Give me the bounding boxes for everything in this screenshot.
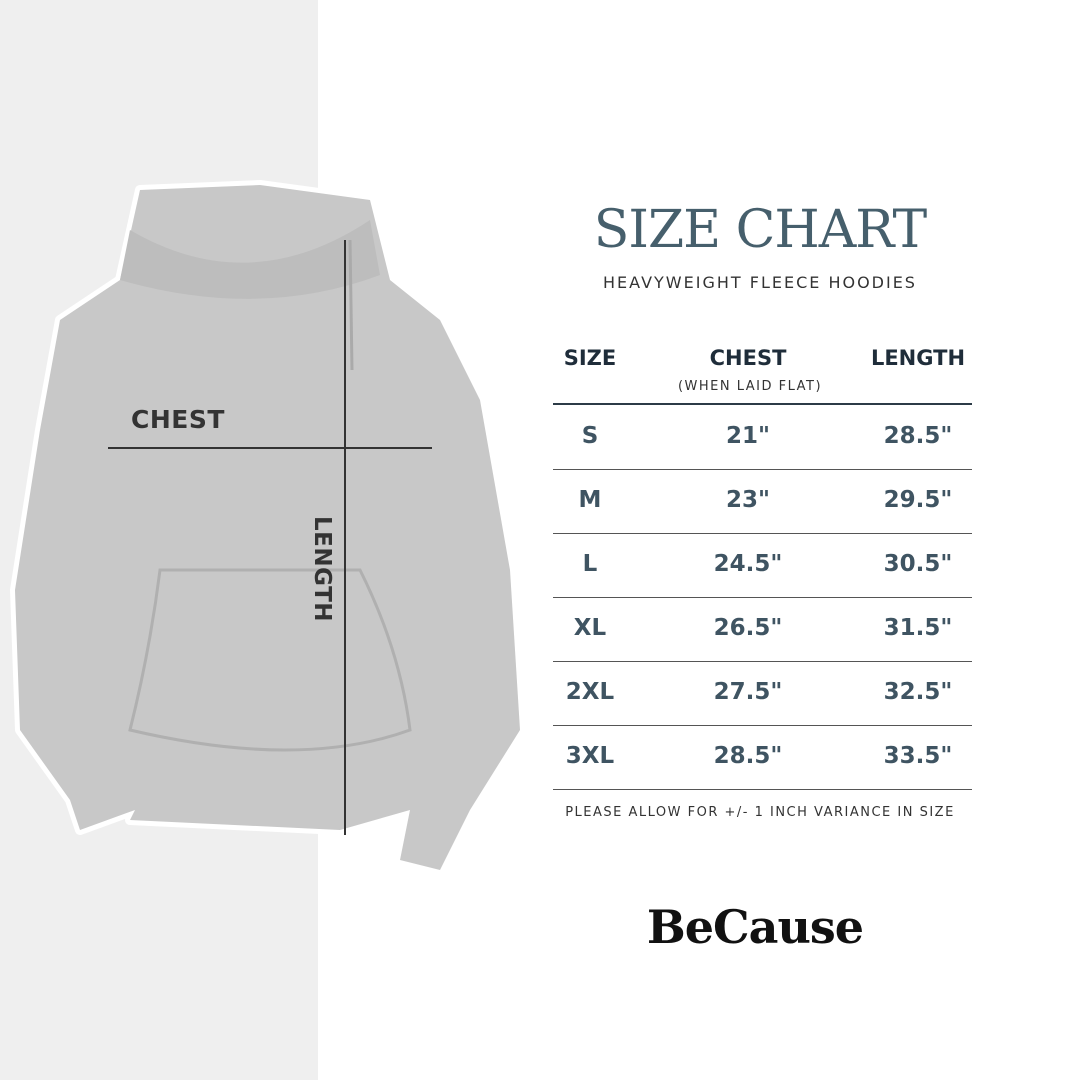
length-cell: 29.5": [883, 487, 953, 513]
size-cell: M: [578, 487, 602, 513]
length-cell: 31.5": [883, 615, 953, 641]
header-chest-subtitle: (WHEN LAID FLAT): [677, 379, 823, 394]
header-divider: [553, 403, 972, 405]
length-cell: 33.5": [883, 743, 953, 769]
chest-cell: 26.5": [713, 615, 783, 641]
length-measure-label: LENGTH: [309, 515, 335, 623]
size-cell: 2XL: [565, 679, 615, 705]
chest-measure-label: CHEST: [131, 405, 225, 434]
row-divider: [553, 725, 972, 726]
row-divider: [553, 533, 972, 534]
header-chest: CHEST: [709, 346, 787, 370]
header-length: LENGTH: [870, 346, 966, 370]
size-cell: S: [581, 423, 599, 449]
variance-note: PLEASE ALLOW FOR +/- 1 INCH VARIANCE IN …: [565, 805, 955, 820]
row-divider: [553, 661, 972, 662]
chest-cell: 23": [726, 487, 770, 513]
row-divider: [553, 469, 972, 470]
subtitle: HEAVYWEIGHT FLEECE HOODIES: [603, 273, 917, 292]
chest-cell: 28.5": [713, 743, 783, 769]
row-divider: [553, 597, 972, 598]
size-cell: 3XL: [565, 743, 615, 769]
length-cell: 32.5": [883, 679, 953, 705]
chest-cell: 27.5": [713, 679, 783, 705]
length-cell: 30.5": [883, 551, 953, 577]
header-size: SIZE: [563, 346, 617, 370]
brand-logo: BeCause: [646, 900, 864, 954]
length-cell: 28.5": [883, 423, 953, 449]
row-divider: [553, 789, 972, 790]
size-cell: XL: [573, 615, 607, 641]
page-title: SIZE CHART: [593, 200, 927, 260]
hoodie-image: [10, 180, 525, 875]
chest-cell: 24.5": [713, 551, 783, 577]
chest-cell: 21": [726, 423, 770, 449]
size-cell: L: [582, 551, 598, 577]
